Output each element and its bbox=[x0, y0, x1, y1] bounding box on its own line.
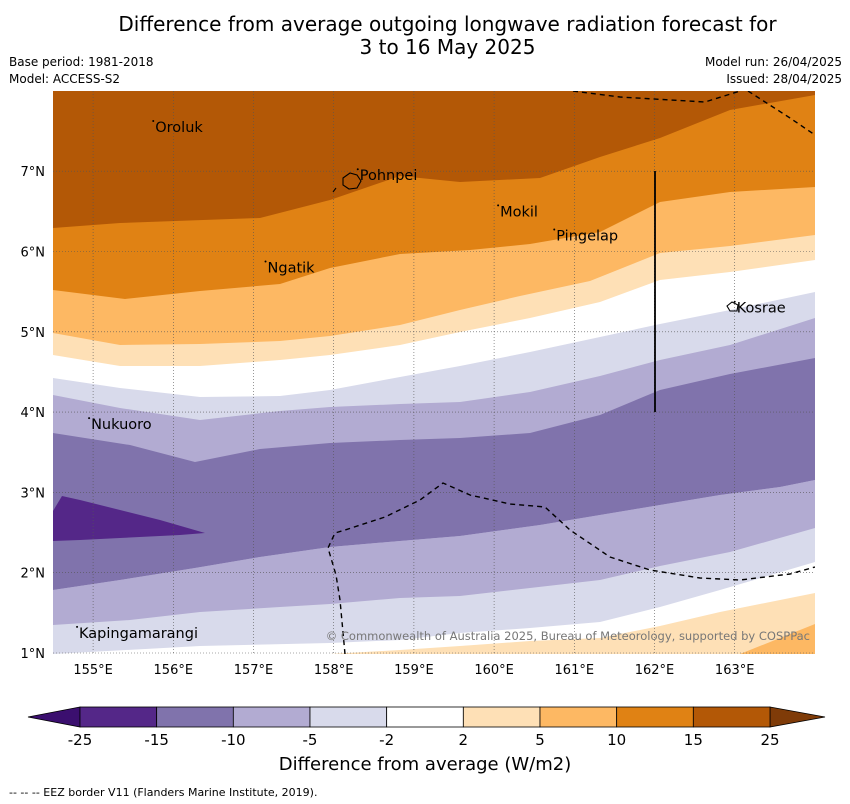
lon-tick-label: 159°E bbox=[394, 663, 434, 678]
place-marker bbox=[152, 120, 155, 123]
colorbar-max-extension bbox=[769, 706, 826, 728]
pohnpei-island bbox=[342, 172, 362, 190]
colorbar-tick-label: 15 bbox=[684, 731, 703, 749]
colorbar-bin bbox=[616, 706, 694, 728]
colorbar-tick-label: -25 bbox=[68, 731, 93, 749]
kosrae-island bbox=[726, 301, 739, 312]
colorbar-bin bbox=[692, 706, 771, 728]
lat-tick-label: 7°N bbox=[21, 165, 46, 180]
contour-fields bbox=[53, 91, 815, 654]
place-label: Ngatik bbox=[268, 261, 316, 277]
lat-tick-label: 3°N bbox=[21, 486, 46, 501]
field-below-minus15 bbox=[53, 496, 205, 541]
field-lower-neutral bbox=[53, 562, 815, 654]
field-lower-5-to-10 bbox=[740, 624, 815, 654]
lon-tick-label: 160°E bbox=[474, 663, 514, 678]
colorbar-label: Difference from average (W/m2) bbox=[278, 754, 572, 775]
place-label: Mokil bbox=[500, 204, 538, 220]
place-label: Kosrae bbox=[737, 301, 786, 317]
copyright-notice: © Commonwealth of Australia 2025, Bureau… bbox=[326, 629, 810, 643]
colorbar-ticks: -25 -15 -10 -5 -2 2 5 10 15 25 bbox=[68, 731, 780, 749]
meta-right: Model run: 26/04/2025 Issued: 28/04/2025 bbox=[705, 54, 842, 88]
place-label: Pingelap bbox=[556, 228, 618, 244]
colorbar bbox=[27, 706, 826, 728]
colorbar-tick-label: 2 bbox=[459, 731, 469, 749]
colorbar-tick-label: -10 bbox=[221, 731, 246, 749]
colorbar-tick-label: 10 bbox=[607, 731, 626, 749]
title-line-2: 3 to 16 May 2025 bbox=[359, 35, 536, 59]
field-minus10-to-minus15 bbox=[53, 358, 815, 590]
lon-tick-label: 157°E bbox=[234, 663, 274, 678]
model-name: Model: ACCESS-S2 bbox=[9, 72, 121, 86]
place-marker bbox=[88, 417, 91, 420]
eez-footnote: -- -- -- EEZ border V11 (Flanders Marine… bbox=[9, 786, 318, 799]
place-label: Oroluk bbox=[155, 120, 203, 136]
longitude-axis: 155°E 156°E 157°E 158°E 159°E 160°E 161°E 162°E… bbox=[73, 663, 754, 678]
islands bbox=[332, 172, 739, 312]
lon-tick-label: 155°E bbox=[73, 663, 113, 678]
colorbar-bin bbox=[232, 706, 311, 728]
lon-tick-label: 158°E bbox=[314, 663, 354, 678]
place-marker bbox=[733, 300, 736, 303]
model-run: Model run: 26/04/2025 bbox=[704, 55, 842, 69]
issued-date: Issued: 28/04/2025 bbox=[726, 72, 842, 86]
colorbar-bin bbox=[156, 706, 234, 728]
eez-border-south bbox=[327, 482, 815, 654]
eez-borders bbox=[327, 91, 815, 654]
lat-tick-label: 6°N bbox=[21, 246, 46, 261]
lon-tick-label: 156°E bbox=[154, 663, 194, 678]
colorbar-tick-label: -5 bbox=[303, 731, 318, 749]
meta-left: Base period: 1981-2018 Model: ACCESS-S2 bbox=[9, 54, 154, 88]
colorbar-bin bbox=[462, 706, 541, 728]
place-marker bbox=[76, 625, 79, 628]
place-marker bbox=[497, 204, 500, 207]
eez-border-northeast bbox=[747, 91, 815, 136]
place-marker bbox=[553, 228, 556, 231]
base-period: Base period: 1981-2018 bbox=[9, 55, 154, 69]
colorbar-min-extension bbox=[27, 706, 81, 728]
chart-title: Difference from average outgoing longwav… bbox=[0, 13, 850, 59]
place-marker bbox=[356, 168, 359, 171]
colorbar-tick-label: -2 bbox=[379, 731, 394, 749]
field-lower-2-to-5 bbox=[330, 593, 815, 654]
pohnpei-reef-mark bbox=[332, 187, 337, 193]
colorbar-bin bbox=[539, 706, 618, 728]
lon-tick-label: 162°E bbox=[635, 663, 675, 678]
lat-tick-label: 1°N bbox=[21, 647, 46, 662]
latitude-axis: 7°N 6°N 5°N 4°N 3°N 2°N 1°N bbox=[21, 165, 46, 662]
colorbar-bin bbox=[386, 706, 464, 728]
place-marker bbox=[264, 260, 267, 263]
lon-tick-label: 163°E bbox=[715, 663, 755, 678]
place-label: Nukuoro bbox=[91, 417, 152, 433]
place-label: Kapingamarangi bbox=[79, 626, 198, 642]
place-label: Pohnpei bbox=[360, 168, 418, 184]
colorbar-bin bbox=[79, 706, 158, 728]
colorbar-tick-label: -15 bbox=[144, 731, 169, 749]
colorbar-tick-label: 5 bbox=[535, 731, 545, 749]
lat-tick-label: 2°N bbox=[21, 567, 46, 582]
colorbar-bin bbox=[309, 706, 388, 728]
title-line-1: Difference from average outgoing longwav… bbox=[118, 12, 777, 36]
colorbar-tick-label: 25 bbox=[760, 731, 779, 749]
lat-tick-label: 4°N bbox=[21, 406, 46, 421]
place-labels: Oroluk Pohnpei Mokil Pingelap Ngatik Kosrae Nu… bbox=[76, 120, 786, 642]
lat-tick-label: 5°N bbox=[21, 326, 46, 341]
lon-tick-label: 161°E bbox=[555, 663, 595, 678]
